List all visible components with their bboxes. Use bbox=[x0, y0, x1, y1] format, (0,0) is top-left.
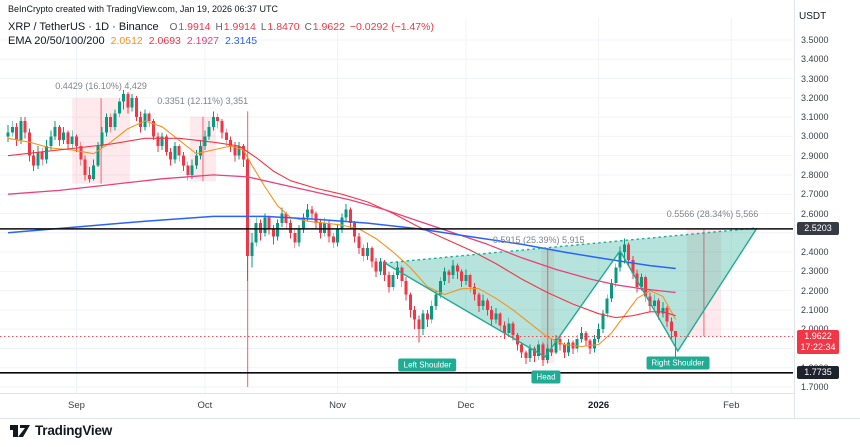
ema-line-ema100 bbox=[7, 174, 676, 294]
price-tick-label: 3.5000 bbox=[801, 35, 829, 45]
open-label: O bbox=[169, 21, 178, 33]
price-tick-label: 2.7000 bbox=[801, 189, 829, 200]
open-value: 1.9914 bbox=[178, 21, 211, 33]
price-scale[interactable]: 3.5000 3.4000 3.3000 3.2000 3.1000 3.0000 2.90… bbox=[794, 0, 860, 418]
price-badge: 1.9622 17:22:34 bbox=[797, 329, 839, 354]
price-badge: 1.7735 bbox=[797, 366, 839, 380]
legend-symbol-row: XRP / TetherUS · 1D · Binance O 1.9914 H… bbox=[8, 20, 434, 34]
pattern-fill bbox=[384, 228, 757, 357]
time-scale[interactable]: Sep Oct Nov Dec 2026 Feb bbox=[0, 393, 794, 419]
price-tick-label: 2.9000 bbox=[801, 150, 829, 161]
price-tick-label: 2.0000 bbox=[801, 324, 829, 334]
low-value: 1.8470 bbox=[267, 21, 300, 33]
date-label: Dec bbox=[457, 400, 475, 411]
change-value: −0.0292 (−1.47%) bbox=[349, 21, 434, 33]
legend: XRP / TetherUS · 1D · Binance O 1.9914 H… bbox=[8, 20, 434, 48]
axis-bottom-separator bbox=[0, 418, 860, 419]
pattern-label-head[interactable]: Head bbox=[531, 370, 561, 384]
price-tick-label: 3.3000 bbox=[801, 73, 829, 84]
price-tick-label: 3.4000 bbox=[801, 54, 829, 65]
price-tick-label: 2.3000 bbox=[801, 266, 829, 277]
symbol-title[interactable]: XRP / TetherUS · 1D · Binance bbox=[8, 21, 159, 33]
ema-indicator-title[interactable]: EMA 20/50/100/200 bbox=[8, 35, 105, 47]
pattern-label-right-shoulder[interactable]: Right Shoulder bbox=[646, 356, 710, 370]
close-label: C bbox=[304, 21, 312, 33]
ema-value-ema50: 2.0693 bbox=[148, 35, 181, 47]
price-tick-label: 2.2000 bbox=[801, 285, 829, 296]
price-tick-label: 3.2000 bbox=[801, 92, 829, 103]
tradingview-logo-text: TradingView bbox=[35, 423, 113, 438]
tradingview-logo-icon bbox=[10, 424, 30, 437]
attribution-text: BeInCrypto created with TradingView.com,… bbox=[8, 4, 278, 14]
date-label: Sep bbox=[68, 400, 85, 411]
low-label: L bbox=[260, 21, 267, 33]
ema-values: 2.0512 2.0693 2.1927 2.3145 bbox=[111, 35, 264, 47]
price-tick-label: 1.7000 bbox=[801, 382, 829, 392]
pattern-neckline bbox=[384, 227, 758, 264]
date-label: 2026 bbox=[588, 400, 610, 411]
tradingview-logo[interactable]: TradingView bbox=[10, 423, 112, 438]
price-badge: 2.5203 bbox=[797, 222, 839, 236]
close-value: 1.9622 bbox=[312, 21, 345, 33]
price-tick-label: 2.6000 bbox=[801, 208, 829, 219]
candles bbox=[6, 90, 678, 366]
grid bbox=[0, 18, 793, 393]
ema-line-ema50 bbox=[7, 137, 676, 319]
price-tick-label: 3.0000 bbox=[801, 131, 829, 142]
quote-currency-label: USDT bbox=[799, 11, 827, 22]
pattern-outline bbox=[384, 227, 758, 358]
price-tick-label: 3.1000 bbox=[801, 112, 829, 123]
legend-ema-row: EMA 20/50/100/200 2.0512 2.0693 2.1927 2.31… bbox=[8, 34, 434, 48]
ema-value-ema100: 2.1927 bbox=[186, 35, 220, 47]
high-value: 1.9914 bbox=[223, 21, 256, 33]
ema-line-ema20 bbox=[7, 120, 677, 348]
price-tick-label: 2.8000 bbox=[801, 169, 829, 180]
ema-value-ema200: 2.3145 bbox=[225, 35, 258, 47]
date-label: Oct bbox=[197, 400, 213, 411]
countdown-timer: 17:22:34 bbox=[800, 341, 836, 352]
date-label: Feb bbox=[723, 400, 740, 411]
high-label: H bbox=[215, 21, 223, 33]
price-tick-label: 2.4000 bbox=[801, 247, 829, 258]
ema-value-ema20: 2.0512 bbox=[110, 35, 143, 47]
date-label: Nov bbox=[329, 400, 346, 411]
price-tick-label: 2.1000 bbox=[801, 304, 829, 315]
pattern-label-left-shoulder[interactable]: Left Shoulder bbox=[398, 358, 457, 372]
